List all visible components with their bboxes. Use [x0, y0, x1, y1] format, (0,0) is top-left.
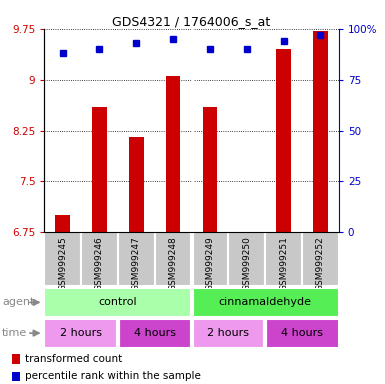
- Text: GSM999247: GSM999247: [132, 237, 141, 291]
- Bar: [55, 215, 70, 232]
- Text: cinnamaldehyde: cinnamaldehyde: [219, 297, 312, 308]
- Text: 2 hours: 2 hours: [208, 328, 249, 338]
- Text: percentile rank within the sample: percentile rank within the sample: [25, 371, 201, 381]
- Bar: [118, 319, 192, 348]
- Text: control: control: [99, 297, 137, 308]
- Text: time: time: [2, 328, 27, 338]
- Bar: [44, 319, 118, 348]
- Title: GDS4321 / 1764006_s_at: GDS4321 / 1764006_s_at: [112, 15, 271, 28]
- Bar: [192, 319, 265, 348]
- Bar: [228, 232, 265, 286]
- Text: GSM999248: GSM999248: [169, 237, 177, 291]
- Text: 4 hours: 4 hours: [134, 328, 176, 338]
- Text: GSM999250: GSM999250: [242, 237, 251, 291]
- Bar: [239, 232, 254, 239]
- Bar: [12, 354, 20, 364]
- Text: GSM999246: GSM999246: [95, 237, 104, 291]
- Text: GSM999252: GSM999252: [316, 237, 325, 291]
- Bar: [203, 107, 217, 232]
- Bar: [265, 319, 339, 348]
- Bar: [276, 49, 291, 232]
- Text: transformed count: transformed count: [25, 354, 122, 364]
- Bar: [92, 107, 107, 232]
- Text: GSM999245: GSM999245: [58, 237, 67, 291]
- Bar: [192, 288, 339, 317]
- Text: 2 hours: 2 hours: [60, 328, 102, 338]
- Bar: [155, 232, 192, 286]
- Bar: [265, 232, 302, 286]
- Bar: [44, 232, 81, 286]
- Bar: [166, 76, 181, 232]
- Bar: [302, 232, 339, 286]
- Text: 4 hours: 4 hours: [281, 328, 323, 338]
- Bar: [12, 372, 20, 381]
- Text: GSM999249: GSM999249: [206, 237, 214, 291]
- Bar: [44, 288, 192, 317]
- Text: agent: agent: [2, 297, 34, 308]
- Bar: [118, 232, 155, 286]
- Text: GSM999251: GSM999251: [279, 237, 288, 291]
- Bar: [129, 137, 144, 232]
- Bar: [192, 232, 228, 286]
- Bar: [81, 232, 118, 286]
- Bar: [313, 31, 328, 232]
